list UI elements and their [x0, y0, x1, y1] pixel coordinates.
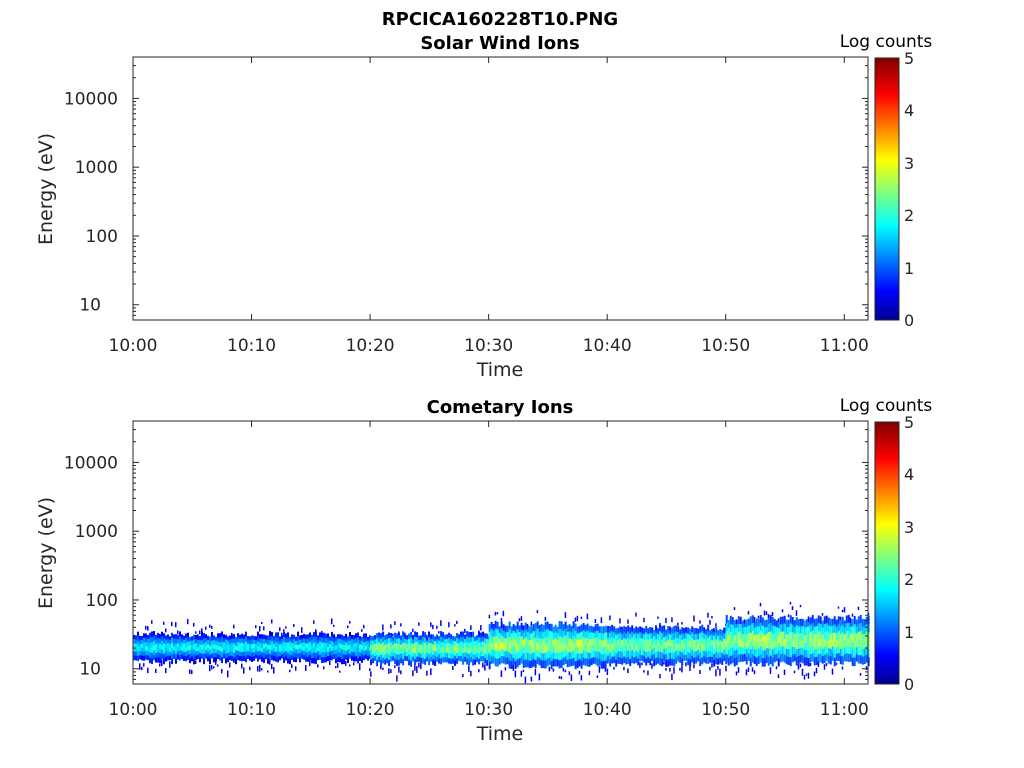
colorbar-tick-label: 3: [904, 154, 914, 173]
x-tick-label: 10:40: [583, 700, 632, 720]
y-axis-label: Energy (eV): [35, 133, 57, 245]
y-tick-label: 10: [79, 660, 101, 680]
colorbar-tick-label: 5: [904, 413, 914, 432]
axis-ticks: [132, 420, 868, 685]
plot-frame: [132, 420, 869, 685]
colorbar: [874, 57, 900, 321]
x-tick-label: 10:20: [346, 700, 395, 720]
x-tick-label: 10:20: [346, 336, 395, 356]
figure-title: RPCICA160228T10.PNG: [382, 9, 618, 30]
y-tick-label: 100: [86, 591, 118, 611]
x-tick-label: 11:00: [820, 336, 869, 356]
panel-solar-wind-ions: Solar Wind Ions 10:00 10:10 10:20 10:30 …: [35, 32, 932, 381]
ion-energy-band: [488, 610, 609, 684]
y-tick-label: 1000: [75, 522, 118, 542]
x-axis-label: Time: [476, 723, 524, 745]
ion-energy-band: [607, 612, 728, 681]
colorbar-label: Log counts: [840, 396, 933, 416]
x-tick-label: 10:30: [464, 700, 513, 720]
colorbar-label: Log counts: [840, 32, 933, 52]
ion-energy-band: [370, 620, 491, 682]
colorbar-tick-label: 3: [904, 518, 914, 537]
colorbar-tick-label: 5: [904, 49, 914, 68]
colorbar-tick-label: 0: [904, 311, 914, 330]
x-tick-label: 10:00: [109, 700, 158, 720]
y-tick-label: 10000: [64, 89, 118, 109]
y-tick-label: 10: [79, 296, 101, 316]
panel-cometary-ions: Cometary Ions 10:00 10:10 10:20 10:30 10…: [35, 396, 932, 745]
x-tick-label: 11:00: [820, 700, 869, 720]
colorbar: [874, 421, 900, 685]
panel-title: Solar Wind Ions: [420, 33, 579, 54]
panel-title: Cometary Ions: [427, 397, 574, 418]
colorbar-tick-label: 1: [904, 259, 914, 278]
y-tick-label: 100: [86, 227, 118, 247]
y-axis-label: Energy (eV): [35, 497, 57, 609]
ion-energy-band: [725, 601, 870, 680]
x-axis-label: Time: [476, 359, 524, 381]
x-tick-label: 10:30: [464, 336, 513, 356]
colorbar-tick-label: 0: [904, 675, 914, 694]
x-tick-label: 10:50: [701, 336, 750, 356]
x-tick-label: 10:40: [583, 336, 632, 356]
y-tick-label: 1000: [75, 158, 118, 178]
x-tick-label: 10:50: [701, 700, 750, 720]
y-tick-label: 10000: [64, 453, 118, 473]
plot-frame: [132, 56, 869, 321]
colorbar-tick-label: 4: [904, 465, 914, 484]
colorbar-tick-label: 4: [904, 101, 914, 120]
colorbar-tick-label: 1: [904, 623, 914, 642]
x-tick-label: 10:10: [227, 700, 276, 720]
colorbar-tick-label: 2: [904, 570, 914, 589]
colorbar-tick-label: 2: [904, 206, 914, 225]
spectrogram-plot: [133, 601, 870, 684]
ion-energy-band: [133, 618, 371, 678]
x-tick-label: 10:00: [109, 336, 158, 356]
axis-ticks: [132, 56, 868, 321]
x-tick-label: 10:10: [227, 336, 276, 356]
